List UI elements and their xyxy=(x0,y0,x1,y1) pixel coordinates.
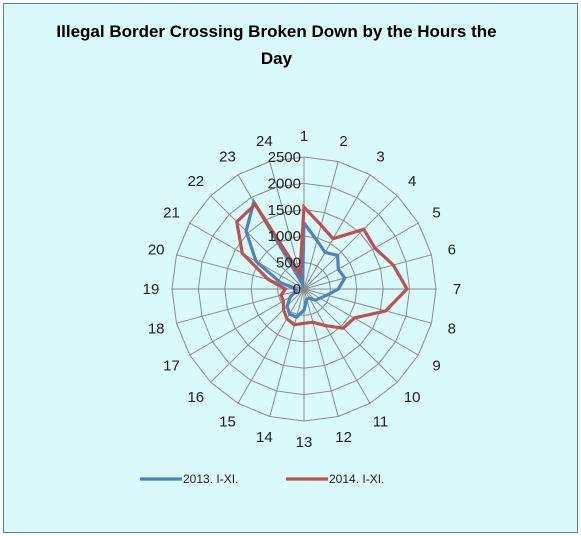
spoke-16 xyxy=(211,289,304,382)
radar-chart: 1 234567891011121314151617181920212223240… xyxy=(4,4,577,532)
spoke-10 xyxy=(304,289,397,382)
r-tick-label-4: 2000 xyxy=(268,175,301,192)
r-tick-label-1: 500 xyxy=(276,255,301,272)
category-label-12: 12 xyxy=(335,429,352,446)
category-label-20: 20 xyxy=(148,241,165,258)
category-label-13: 13 xyxy=(296,434,313,451)
category-label-16: 16 xyxy=(187,389,204,406)
category-label-1: 1 xyxy=(300,128,308,145)
spoke-17 xyxy=(190,289,304,355)
category-label-2: 2 xyxy=(339,133,347,150)
r-tick-label-5: 2500 xyxy=(268,149,301,166)
r-tick-label-2: 1000 xyxy=(268,228,301,245)
legend-label-1: 2013. I-XI. xyxy=(183,472,238,486)
chart-frame: Illegal Border Crossing Broken Down by t… xyxy=(3,3,578,533)
r-tick-label-0: 0 xyxy=(293,281,301,298)
category-label-3: 3 xyxy=(376,149,384,166)
category-label-15: 15 xyxy=(219,414,236,431)
spoke-12 xyxy=(304,289,338,417)
category-label-4: 4 xyxy=(408,173,416,190)
category-label-11: 11 xyxy=(373,414,389,431)
r-tick-label-3: 1500 xyxy=(268,202,301,219)
category-label-8: 8 xyxy=(448,321,456,338)
spoke-15 xyxy=(238,289,304,403)
category-label-7: 7 xyxy=(453,281,461,298)
category-label-19: 19 xyxy=(143,281,160,298)
category-label-6: 6 xyxy=(448,241,456,258)
category-label-14: 14 xyxy=(256,429,273,446)
category-label-5: 5 xyxy=(432,205,440,222)
category-label-18: 18 xyxy=(148,321,165,338)
spoke-6 xyxy=(304,255,432,289)
category-label-21: 21 xyxy=(163,205,180,222)
category-label-24: 24 xyxy=(256,133,273,150)
legend-label-2: 2014. I-XI. xyxy=(329,472,384,486)
category-label-9: 9 xyxy=(432,358,440,375)
category-label-10: 10 xyxy=(404,389,421,406)
category-label-17: 17 xyxy=(163,358,180,375)
category-label-22: 22 xyxy=(187,173,204,190)
category-label-23: 23 xyxy=(219,149,236,166)
spoke-11 xyxy=(304,289,370,403)
spoke-8 xyxy=(304,289,432,323)
